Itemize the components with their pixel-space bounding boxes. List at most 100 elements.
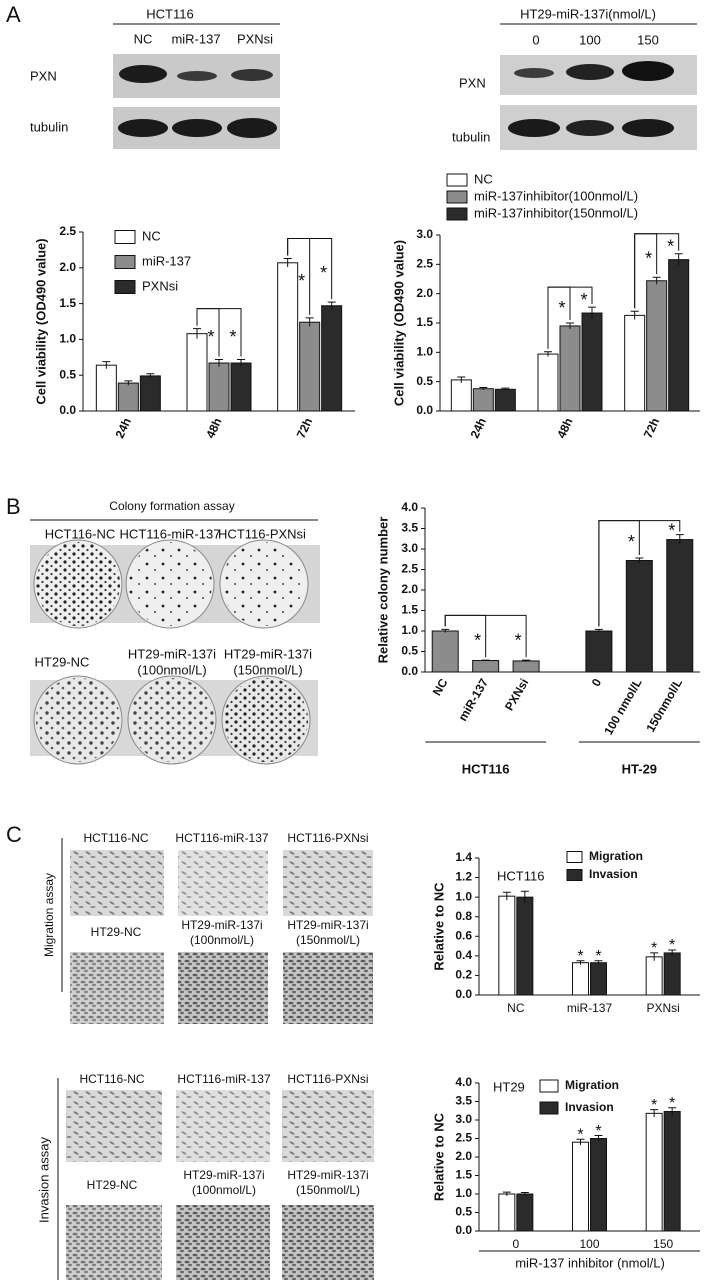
bar [663, 952, 681, 996]
x-tick-label: 72h [641, 416, 662, 441]
x-tick-label: 100 [579, 1237, 599, 1251]
lane-label: 100 [579, 32, 601, 47]
legend-swatch [539, 1101, 559, 1115]
legend-label: Invasion [589, 867, 638, 881]
y-tick-label: 2.0 [401, 582, 418, 596]
image-label: HCT116-PXNsi [218, 526, 306, 541]
significance-label: * [207, 327, 214, 347]
image-label: (150nmol/L) [296, 933, 360, 947]
x-tick-label: miR-137 [567, 1001, 613, 1015]
bar [663, 1110, 681, 1232]
lane-label: NC [134, 31, 153, 46]
bar [498, 895, 516, 996]
blot-left: HCT116 NC miR-137 PXNsi PXN tubulin [30, 6, 280, 149]
error-bar [305, 317, 314, 327]
bar [590, 1138, 607, 1232]
y-tick-label: 2.5 [59, 224, 76, 238]
bar [585, 630, 613, 673]
band [622, 61, 674, 81]
y-tick-label: 2.5 [416, 257, 433, 271]
y-tick-label: 1.0 [455, 889, 472, 903]
significance-label: * [298, 271, 305, 291]
bar [117, 382, 139, 412]
blot-right: HT29-miR-137i(nmol/L) 0 100 150 PXN tubu… [452, 6, 697, 150]
image-label: HT29-NC [35, 654, 90, 669]
micrograph [283, 952, 373, 1024]
y-tick-label: 4.0 [401, 500, 418, 514]
lane-label: 0 [532, 32, 539, 47]
lane-label: miR-137 [171, 31, 220, 46]
significance-bracket [196, 308, 242, 357]
annotation: * [577, 1126, 583, 1143]
bar [572, 1141, 589, 1232]
error-bar [520, 890, 529, 904]
bar [572, 962, 589, 996]
assay-label: Migration assay [42, 873, 56, 957]
legend-swatch [446, 173, 468, 187]
bar [624, 314, 646, 412]
colonies [222, 542, 306, 626]
legend-swatch [114, 255, 136, 269]
legend-swatch [539, 1079, 559, 1093]
micrograph [283, 850, 373, 916]
y-tick-label: 2.0 [455, 1149, 472, 1163]
bar [95, 364, 117, 412]
y-tick-label: 0.0 [59, 403, 76, 417]
legend-swatch [114, 280, 136, 294]
y-axis-label: Relative to NC [431, 1112, 446, 1201]
y-tick-label: 3.0 [455, 1112, 472, 1126]
y-tick-label: 1.0 [59, 332, 76, 346]
bar [559, 325, 581, 412]
significance-label: * [515, 630, 522, 650]
band [514, 68, 554, 78]
blot-title: HCT116 [146, 6, 193, 21]
micrograph [282, 1090, 374, 1162]
image-label: HCT116-miR-137 [177, 1072, 270, 1086]
legend-swatch [446, 207, 468, 221]
y-tick-label: 0.0 [455, 1223, 472, 1237]
y-tick-label: 3.5 [455, 1094, 472, 1108]
x-tick-label: 72h [294, 416, 315, 441]
legend-label: Migration [589, 849, 643, 863]
bar [431, 630, 459, 673]
y-tick-label: 1.2 [455, 870, 472, 884]
y-tick-label: 0.8 [455, 909, 472, 923]
y-tick-label: 0.6 [455, 928, 472, 942]
micrograph [178, 952, 268, 1024]
error-bar [283, 257, 292, 268]
micrograph [176, 1205, 270, 1280]
y-tick-label: 1.4 [455, 850, 472, 864]
y-tick-label: 0.0 [416, 403, 433, 417]
error-bar [237, 358, 245, 367]
error-bar [566, 322, 574, 329]
error-bar [457, 376, 466, 383]
micrograph [176, 1090, 270, 1162]
chart-title: HT29 [493, 1079, 525, 1094]
x-tick-label: NC [430, 676, 451, 698]
error-bar [576, 960, 585, 965]
row-label: PXN [459, 75, 486, 90]
micrograph [70, 952, 164, 1024]
y-tick-label: 1.0 [455, 1186, 472, 1200]
legend-label: PXNsi [142, 278, 178, 293]
error-bar [522, 659, 531, 662]
panel-label: C [6, 822, 22, 847]
band [231, 69, 273, 81]
y-tick-label: 4.0 [455, 1075, 472, 1089]
lane-label: PXNsi [237, 31, 273, 46]
error-bar [520, 1192, 529, 1196]
assay-images: Migration assay HCT116-NC HCT116-miR-137… [36, 831, 374, 1280]
x-tick-label: 24h [467, 416, 488, 441]
error-bar [102, 361, 111, 369]
significance-bracket [547, 286, 593, 349]
significance-label: * [668, 520, 675, 540]
assay-label: Invasion assay [36, 1137, 51, 1223]
bar [646, 280, 668, 412]
error-bar [674, 253, 683, 266]
bar [590, 962, 607, 996]
image-label: HT29-miR-137i [183, 1168, 264, 1182]
bar [516, 896, 534, 996]
y-tick-label: 1.0 [416, 345, 433, 359]
image-label: HT29-miR-137i [128, 646, 216, 661]
